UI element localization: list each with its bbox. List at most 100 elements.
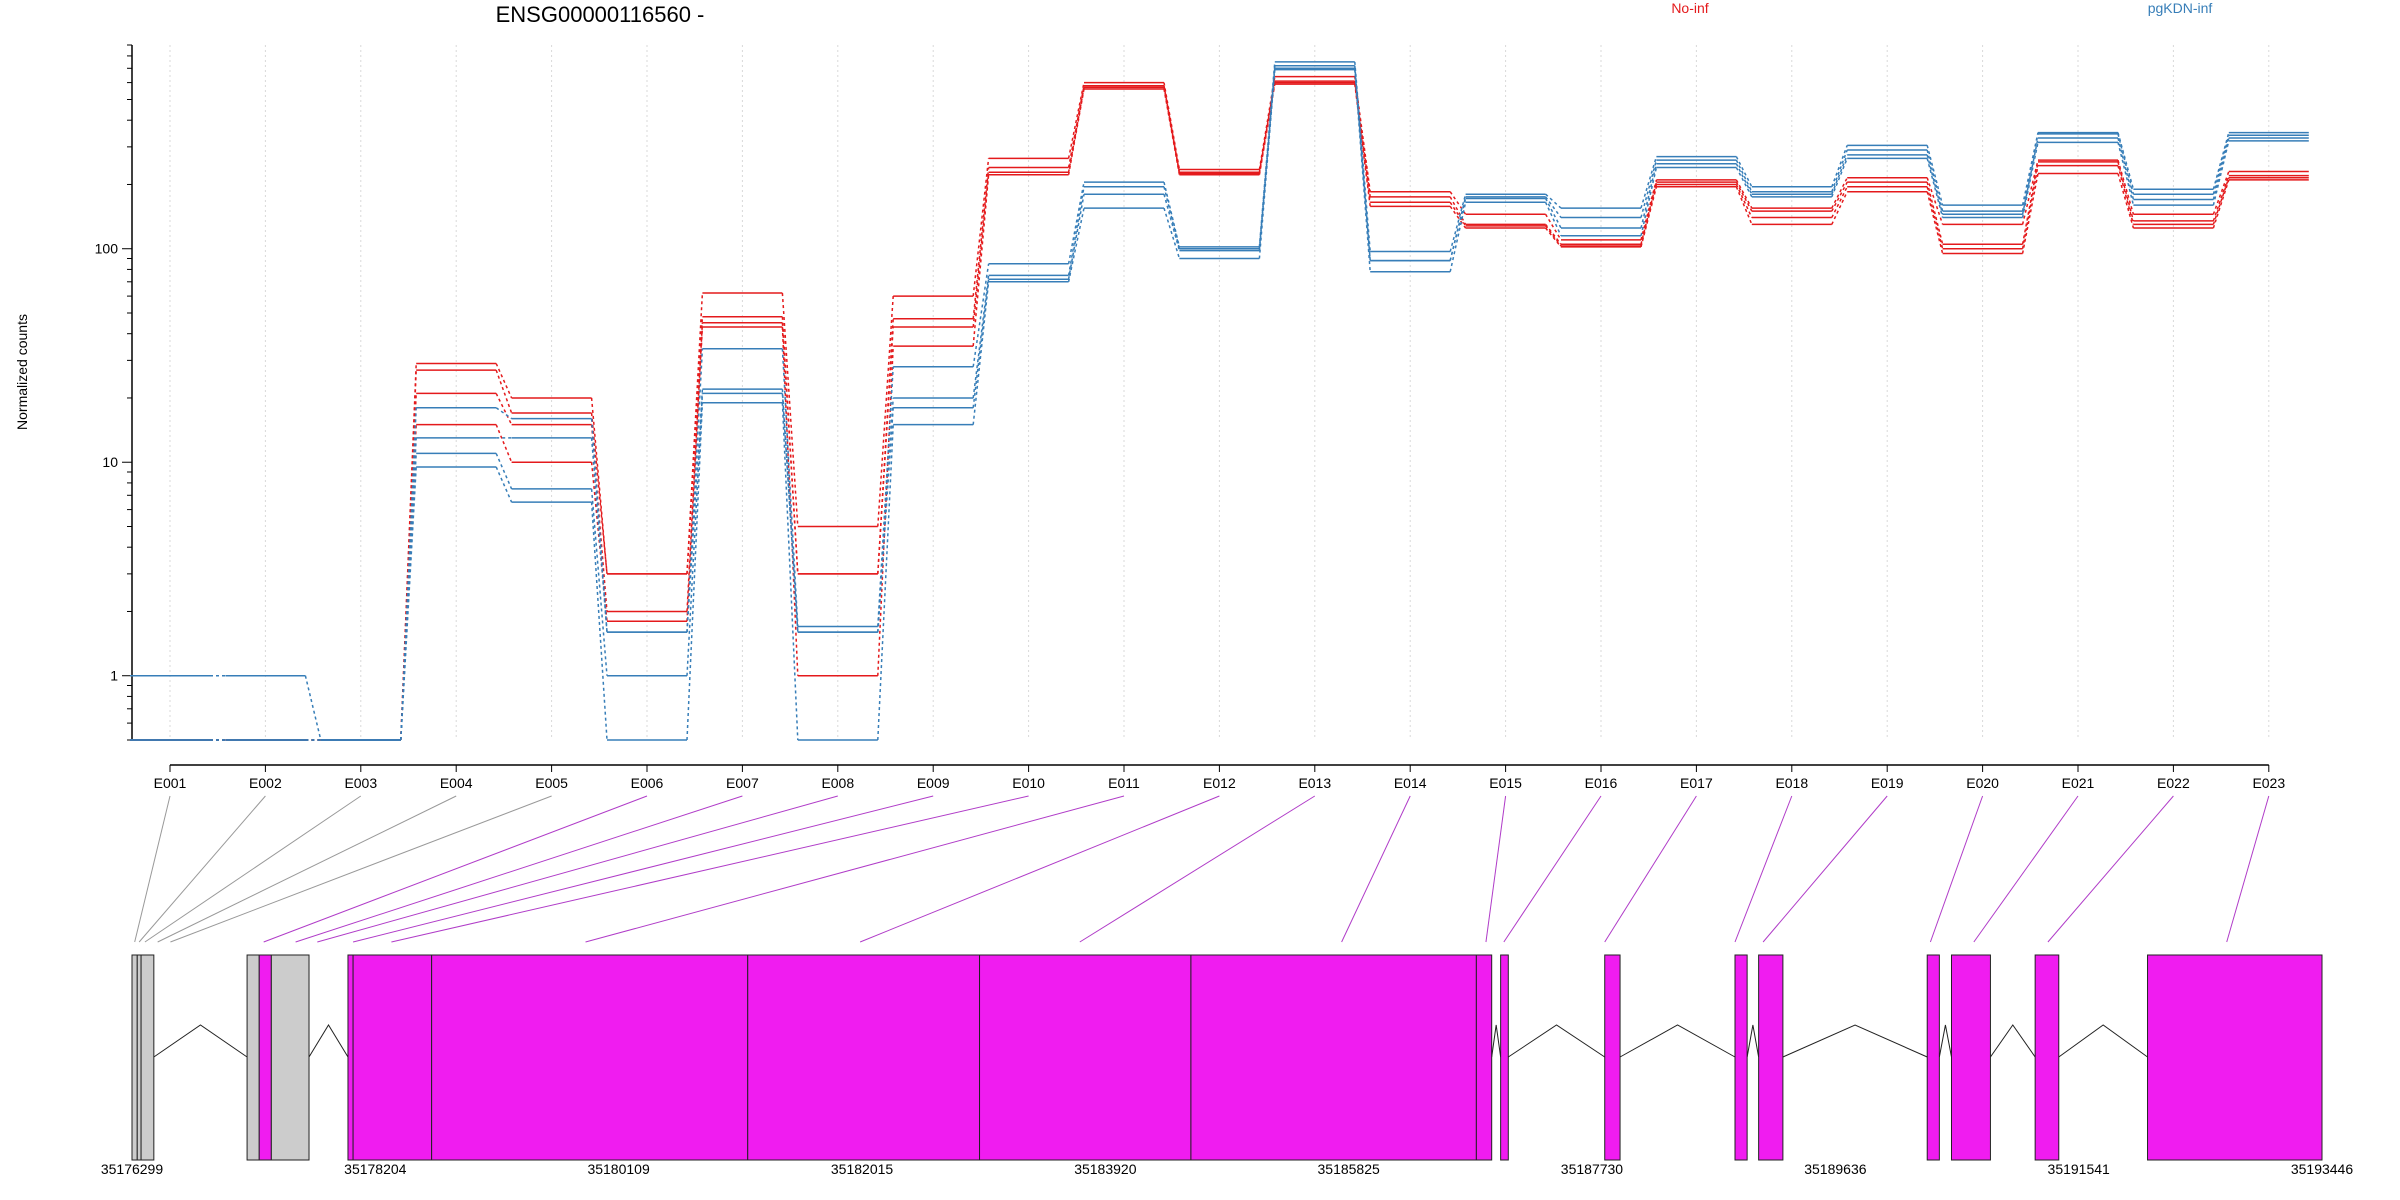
- series-connector-3: [877, 346, 894, 676]
- y-tick-label: 100: [95, 241, 119, 257]
- series-connector-1: [1735, 181, 1753, 212]
- intron-line: [2058, 1024, 2148, 1058]
- series-connector-7: [1831, 158, 1848, 198]
- series-connector-6: [2212, 137, 2230, 200]
- genomic-tick-label: 35180109: [587, 1161, 650, 1177]
- exon-link-line: [1604, 795, 1697, 943]
- series-connector-6: [495, 453, 513, 490]
- series-connector-0: [2021, 159, 2039, 225]
- exon-box: [1950, 954, 1991, 1161]
- series-connector-3: [1545, 227, 1562, 248]
- series-connector-4: [1067, 182, 1085, 264]
- exon-link-line: [1485, 795, 1507, 943]
- series-connector-2: [1735, 184, 1753, 218]
- series-connector-2: [1545, 225, 1562, 247]
- series-connector-7: [1258, 69, 1276, 259]
- series-connector-7: [2117, 142, 2135, 206]
- exon-link-line: [391, 795, 1029, 943]
- series-connector-4: [1735, 156, 1753, 188]
- series-connector-7: [2021, 142, 2039, 218]
- exon-link-line: [1079, 795, 1316, 943]
- series-connector-1: [2117, 161, 2135, 222]
- series-connector-4: [972, 263, 990, 367]
- series-connector-3: [1926, 191, 1944, 254]
- exon-box: [1190, 954, 1477, 1161]
- series-connector-2: [2021, 165, 2039, 249]
- series-connector-6: [1735, 163, 1753, 195]
- series-connector-2: [686, 322, 704, 612]
- exon-link-line: [317, 795, 838, 943]
- series-connector-0: [1067, 82, 1085, 159]
- x-tick-label: E007: [726, 775, 759, 791]
- x-tick-label: E004: [440, 775, 473, 791]
- exon-box: [140, 954, 155, 1161]
- series-connector-2: [2117, 165, 2135, 225]
- series-connector-5: [1640, 159, 1658, 218]
- x-tick-label: E013: [1298, 775, 1331, 791]
- series-connector-7: [590, 502, 608, 741]
- exon-link-line: [2226, 795, 2270, 943]
- series-connector-6: [781, 393, 799, 633]
- exon-link-line: [1929, 795, 1984, 943]
- x-tick-label: E002: [249, 775, 282, 791]
- series-connector-0: [495, 363, 513, 399]
- genomic-tick-label: 35187730: [1561, 1161, 1624, 1177]
- exon-box: [258, 954, 272, 1161]
- series-connector-0: [1926, 177, 1944, 225]
- intron-line: [1990, 1024, 2036, 1058]
- series-connector-5: [1926, 149, 1944, 212]
- genomic-tick-label: 35191541: [2048, 1161, 2111, 1177]
- series-connector-2: [972, 172, 990, 328]
- exon-link-line: [1734, 795, 1793, 943]
- series-connector-0: [1640, 179, 1658, 241]
- exon-link-line: [1341, 795, 1411, 943]
- series-connector-5: [781, 389, 799, 633]
- x-tick-label: E006: [631, 775, 664, 791]
- series-connector-7: [2212, 140, 2230, 206]
- x-tick-label: E012: [1203, 775, 1236, 791]
- exon-link-line: [1973, 795, 2079, 943]
- series-connector-5: [1163, 186, 1181, 249]
- series-connector-6: [2021, 137, 2039, 215]
- exon-box: [1475, 954, 1493, 1161]
- legend-entry-pgkdn-inf: pgKDN-inf: [2147, 0, 2213, 16]
- exon-link-line: [859, 795, 1220, 943]
- series-connector-7: [1067, 207, 1085, 282]
- series-connector-6: [1926, 154, 1944, 215]
- series-connector-1: [590, 412, 608, 574]
- exon-box: [2034, 954, 2060, 1161]
- exon-box: [246, 954, 260, 1161]
- exon-link-line: [144, 795, 362, 943]
- series-connector-5: [1544, 196, 1562, 218]
- x-tick-label: E018: [1775, 775, 1808, 791]
- series-connector-3: [1163, 88, 1181, 175]
- series-connector-3: [1831, 191, 1848, 225]
- series-connector-5: [590, 437, 608, 633]
- series-connector-1: [1640, 181, 1658, 245]
- series-connector-6: [1449, 198, 1467, 261]
- exon-box: [979, 954, 1192, 1161]
- series-connector-6: [877, 407, 894, 633]
- x-tick-label: E003: [344, 775, 377, 791]
- x-tick-label: E010: [1012, 775, 1045, 791]
- genomic-tick-label: 35176299: [101, 1161, 164, 1177]
- series-connector-5: [2021, 133, 2039, 212]
- series-connector-6: [1640, 163, 1658, 229]
- exon-link-line: [157, 795, 457, 943]
- intron-line: [1746, 1024, 1760, 1058]
- series-connector-4: [2212, 132, 2230, 190]
- series-connector-2: [590, 424, 608, 612]
- series-connector-1: [1545, 223, 1562, 245]
- series-connector-1: [1926, 181, 1944, 245]
- exon-box: [136, 954, 142, 1161]
- series-connector-6: [1163, 194, 1181, 251]
- series-connector-3: [972, 174, 990, 347]
- series-connector-3: [2212, 179, 2230, 229]
- series-connector-1: [495, 369, 513, 414]
- series-connector-6: [686, 393, 704, 676]
- exon-link-line: [2047, 795, 2174, 943]
- series-connector-4: [1926, 145, 1944, 206]
- series-connector-4: [2117, 132, 2135, 190]
- exon-box: [347, 954, 354, 1161]
